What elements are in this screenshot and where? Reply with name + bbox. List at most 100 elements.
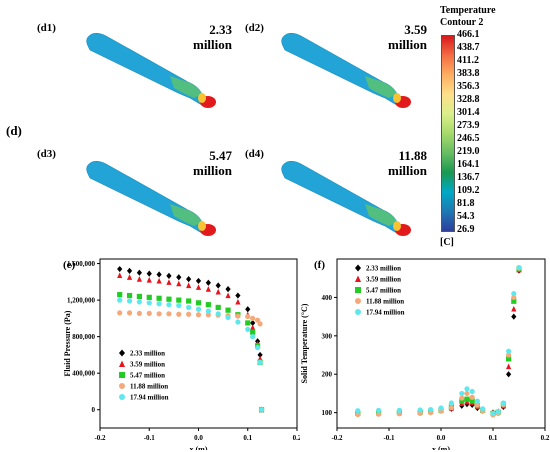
colorbar-tick-label: 246.5 xyxy=(457,133,480,144)
colorbar-title-line2: Contour 2 xyxy=(440,17,484,28)
data-point xyxy=(126,267,133,274)
data-point xyxy=(506,356,512,362)
colorbar-tick-label: 301.4 xyxy=(457,107,480,118)
data-point xyxy=(511,290,517,297)
x-tick-label: 0.2 xyxy=(293,434,300,442)
data-point xyxy=(255,345,261,351)
data-point xyxy=(195,277,202,285)
data-point xyxy=(117,272,123,279)
data-point xyxy=(506,348,512,354)
data-point xyxy=(176,280,182,287)
data-point xyxy=(126,298,133,304)
data-point xyxy=(195,300,202,306)
y-tick-label: 1,200,000 xyxy=(67,297,96,305)
x-tick-label: 0.2 xyxy=(541,434,550,442)
data-point xyxy=(215,288,221,295)
panel-label-d2: (d2) xyxy=(245,22,264,34)
shaft-heat-zone xyxy=(365,76,397,98)
contour-shaft-d4 xyxy=(281,161,411,236)
data-point xyxy=(119,383,125,389)
data-point xyxy=(480,406,486,412)
data-point xyxy=(474,398,480,404)
mesh-value-d4: 11.88 xyxy=(398,148,427,163)
data-point xyxy=(355,309,361,315)
data-point xyxy=(469,388,475,395)
shaft-tip-ring xyxy=(198,93,206,103)
legend-label: 11.88 million xyxy=(366,298,404,306)
data-point xyxy=(250,334,256,340)
panel-label: (e) xyxy=(63,259,76,271)
data-point xyxy=(376,407,382,413)
x-tick-label: -0.2 xyxy=(331,434,343,442)
mesh-unit-d4: million xyxy=(387,163,427,178)
data-point xyxy=(136,293,142,300)
data-point xyxy=(355,411,361,418)
data-point xyxy=(495,409,501,415)
data-point xyxy=(257,321,263,327)
data-point xyxy=(205,302,211,308)
data-point xyxy=(136,275,142,282)
panel-label-d4: (d4) xyxy=(245,148,264,160)
data-point xyxy=(474,402,480,408)
data-point xyxy=(464,396,470,402)
data-point xyxy=(166,311,172,317)
data-point xyxy=(146,300,152,306)
data-point xyxy=(245,326,251,332)
data-point xyxy=(506,352,512,358)
y-axis-label: Fluid Pressure (Pa) xyxy=(63,310,72,376)
contour-shaft-d2 xyxy=(281,33,411,108)
data-point xyxy=(225,314,231,321)
data-point xyxy=(117,310,123,316)
data-point xyxy=(355,408,361,414)
data-point xyxy=(448,400,454,406)
data-point xyxy=(176,297,182,303)
data-point xyxy=(195,284,202,290)
panel-label-d3: (d3) xyxy=(37,148,56,160)
data-point xyxy=(511,294,517,301)
legend-label: 17.94 million xyxy=(130,394,169,402)
data-point xyxy=(156,311,162,317)
data-point xyxy=(156,295,162,301)
data-point xyxy=(355,287,361,293)
colorbar-tick-label: 164.1 xyxy=(457,159,480,170)
data-point xyxy=(205,312,211,318)
data-point xyxy=(166,302,172,308)
data-point xyxy=(500,400,506,406)
data-point xyxy=(156,277,162,284)
mesh-value-d3: 5.47 xyxy=(209,148,232,163)
y-tick-label: 400 xyxy=(322,294,333,302)
data-point xyxy=(396,407,402,413)
data-point xyxy=(464,390,470,397)
data-point xyxy=(119,372,125,378)
data-point xyxy=(205,308,211,314)
shaft-heat-zone xyxy=(170,76,202,98)
x-tick-label: -0.1 xyxy=(144,434,156,442)
data-point xyxy=(117,292,123,298)
legend-label: 5.47 million xyxy=(366,287,401,295)
data-point xyxy=(448,405,454,411)
legend-label: 5.47 million xyxy=(130,372,165,380)
data-point xyxy=(117,265,123,273)
chart-fluid-pressure: -0.2 -0.1 0.0 0.1 0.2 0 400,000 800,000 1,200,00… xyxy=(63,258,300,450)
data-point xyxy=(126,274,133,280)
shaft-tip-ring xyxy=(393,221,401,231)
data-point xyxy=(146,310,152,316)
shaft-tip-ring xyxy=(198,221,206,231)
data-point xyxy=(428,406,434,413)
data-point xyxy=(156,301,162,307)
data-point xyxy=(195,306,202,312)
data-point xyxy=(516,264,522,271)
data-point xyxy=(186,311,192,317)
data-point xyxy=(186,298,192,304)
legend-label: 11.88 million xyxy=(130,383,168,391)
data-point xyxy=(176,311,182,317)
data-point xyxy=(186,282,192,289)
data-point xyxy=(245,320,251,326)
shaft-heat-zone xyxy=(170,204,202,226)
data-point xyxy=(438,405,444,411)
colorbar-tick-label: 219.0 xyxy=(457,146,480,157)
y-tick-label: 0 xyxy=(92,406,96,414)
y-tick-label: 1,600,000 xyxy=(67,260,96,268)
colorbar-tick-label: 466.1 xyxy=(457,29,480,40)
x-tick-label: 0.1 xyxy=(489,434,498,442)
